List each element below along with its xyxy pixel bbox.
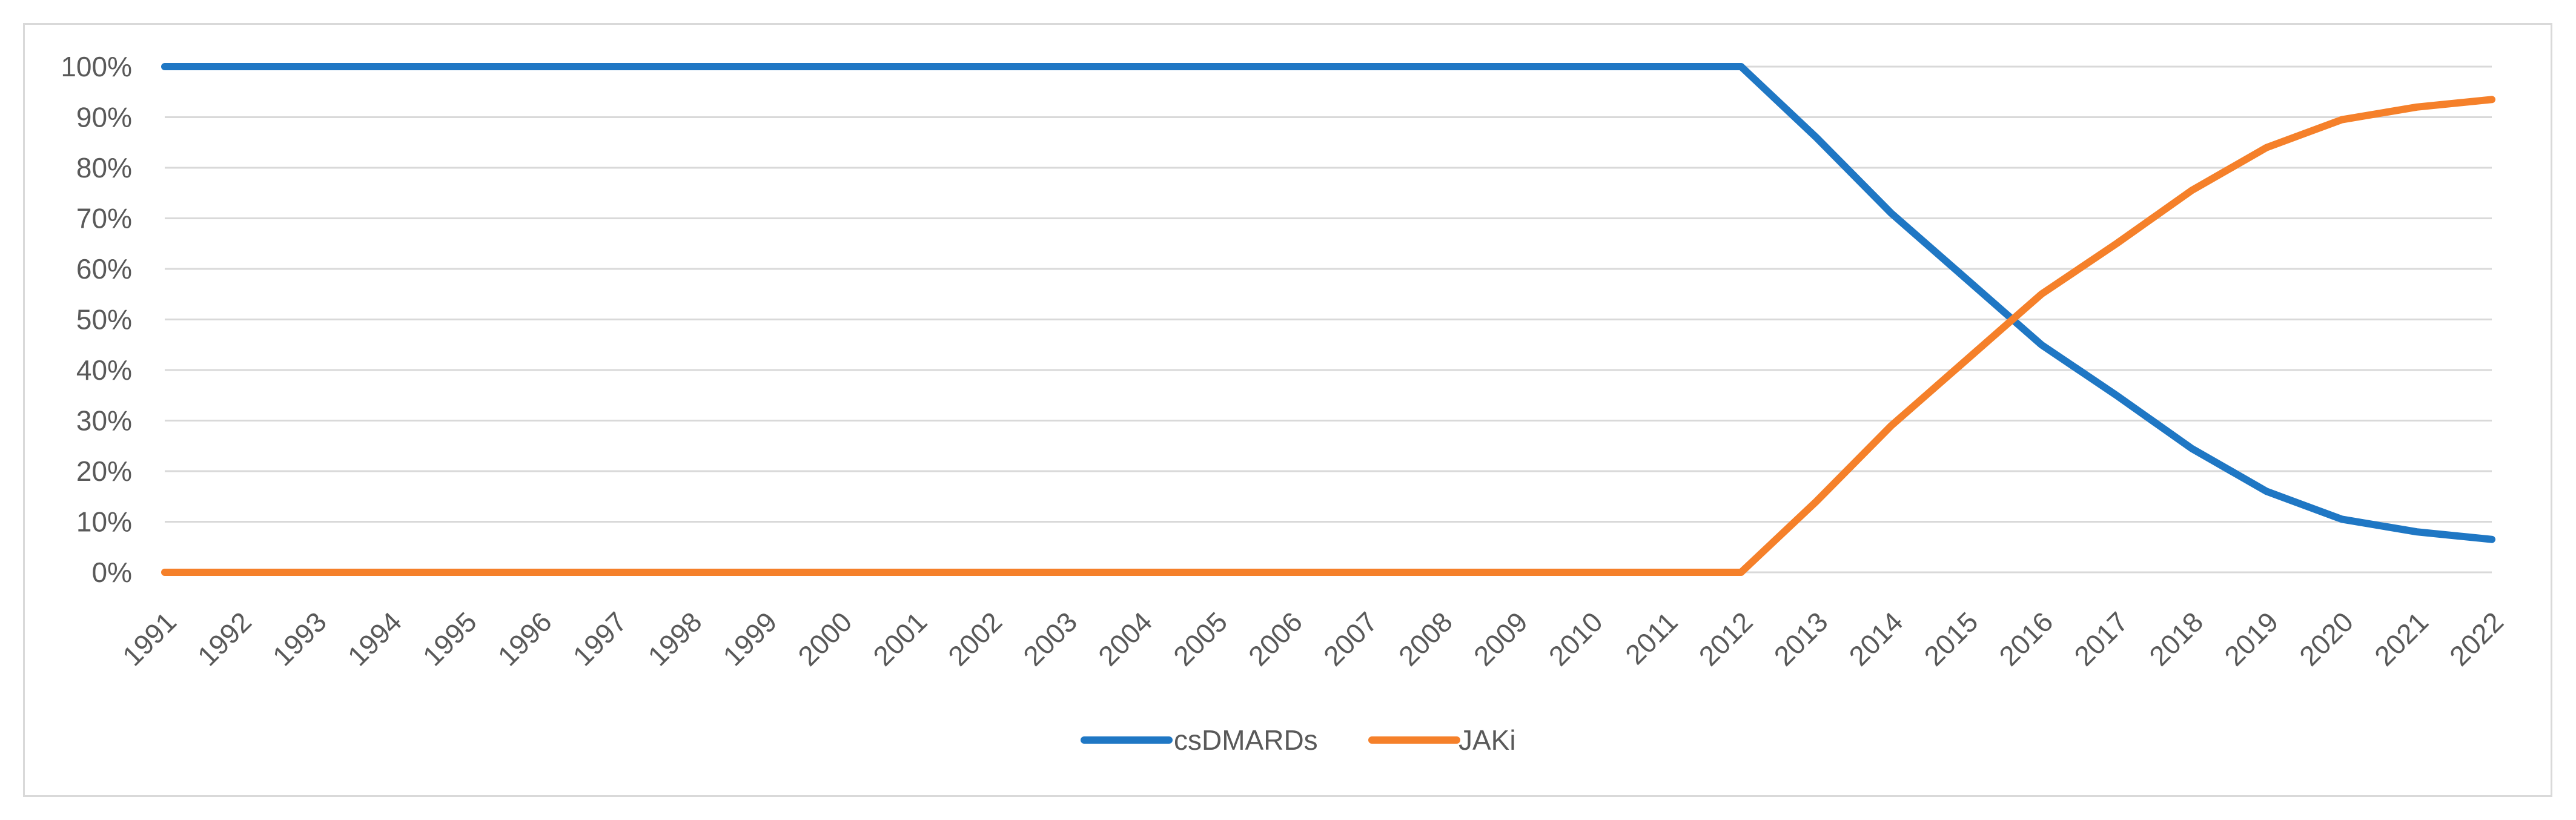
x-tick-label: 2018 (2143, 606, 2209, 672)
x-tick-label: 2004 (1092, 606, 1158, 672)
x-tick-label: 2010 (1543, 606, 1609, 672)
x-tick-label: 2008 (1392, 606, 1459, 672)
x-tick-label: 2011 (1619, 606, 1684, 670)
y-axis-tick-labels: 0% 10% 20% 30% 40% 50% 60% 70% 80% 90% 100% (61, 51, 132, 588)
legend: csDMARDs JAKi (1081, 724, 1516, 756)
series-line-csdmards (161, 63, 2495, 543)
y-tick-label: 50% (76, 304, 132, 336)
x-tick-label: 2001 (867, 606, 933, 672)
chart-frame (23, 23, 2552, 797)
y-tick-label: 10% (76, 506, 132, 538)
x-tick-label: 1999 (717, 606, 783, 672)
gridlines (165, 65, 2492, 574)
y-tick-label: 30% (76, 405, 132, 437)
x-tick-label: 1995 (417, 606, 483, 672)
y-tick-label: 0% (92, 557, 132, 588)
x-tick-label: 2021 (2368, 606, 2434, 672)
x-tick-label: 2006 (1242, 606, 1308, 672)
x-tick-label: 1998 (641, 606, 707, 672)
x-tick-label: 2009 (1468, 606, 1534, 672)
x-tick-label: 1996 (492, 606, 558, 672)
x-tick-label: 2013 (1768, 606, 1834, 672)
x-tick-label: 1997 (567, 606, 633, 672)
x-axis-tick-labels: 1991 1992 1993 1994 1995 1996 1997 1998 1999 2000… (116, 606, 2509, 672)
x-tick-label: 2015 (1918, 606, 1984, 672)
x-tick-label: 2000 (792, 606, 858, 672)
y-tick-label: 20% (76, 455, 132, 487)
x-tick-label: 2007 (1317, 606, 1383, 672)
x-tick-label: 2003 (1017, 606, 1083, 672)
x-tick-label: 2005 (1167, 606, 1233, 672)
x-tick-label: 2019 (2218, 606, 2284, 672)
legend-label-csdmards: csDMARDs (1174, 724, 1318, 756)
x-tick-label: 2017 (2068, 606, 2134, 672)
x-tick-label: 1994 (342, 606, 408, 672)
x-tick-label: 1993 (267, 606, 333, 672)
y-tick-label: 40% (76, 354, 132, 386)
x-tick-label: 2012 (1693, 606, 1759, 672)
x-tick-label: 2014 (1843, 606, 1909, 672)
y-tick-label: 90% (76, 102, 132, 133)
x-tick-label: 1991 (116, 606, 182, 672)
y-tick-label: 80% (76, 152, 132, 184)
x-tick-label: 1992 (191, 606, 257, 672)
legend-label-jaki: JAKi (1459, 724, 1516, 756)
series-line-jaki (161, 96, 2495, 576)
x-tick-label: 2016 (1993, 606, 2059, 672)
x-tick-label: 2002 (942, 606, 1008, 672)
y-tick-label: 100% (61, 51, 132, 82)
x-tick-label: 2022 (2443, 606, 2509, 672)
y-tick-label: 70% (76, 203, 132, 234)
y-tick-label: 60% (76, 253, 132, 285)
x-tick-label: 2020 (2293, 606, 2359, 672)
series-lines (161, 63, 2495, 576)
